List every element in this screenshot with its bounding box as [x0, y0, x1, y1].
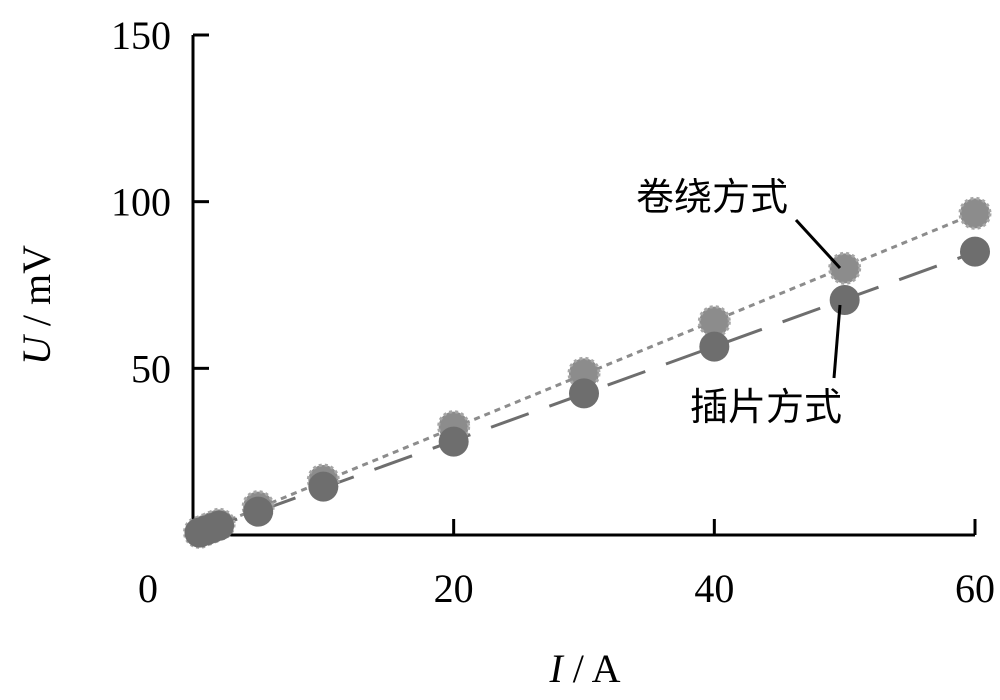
- y-axis-unit: mV: [14, 245, 59, 305]
- y-tick-label: 100: [111, 180, 171, 225]
- x-axis-label: I / A: [548, 646, 620, 691]
- x-axis-variable: I: [548, 646, 564, 691]
- data-point-series-2: [569, 378, 599, 409]
- data-point-series-2: [243, 496, 274, 527]
- x-tick-label: 60: [955, 566, 995, 611]
- data-point-series-1: [697, 305, 731, 339]
- axis-lines: [191, 33, 977, 537]
- annotation-insert-leader: [832, 304, 842, 379]
- x-tick-label: 40: [694, 566, 734, 611]
- data-point-series-2: [438, 426, 469, 457]
- data-point-series-1: [958, 196, 992, 230]
- y-tick-label: 50: [131, 346, 171, 391]
- y-axis-label: U / mV: [14, 245, 59, 365]
- y-tick-label: 150: [111, 13, 171, 58]
- data-point-series-2: [204, 510, 235, 541]
- data-point-series-2: [308, 471, 339, 502]
- annotation-winding-leader: [794, 218, 842, 270]
- annotation-insert: 插片方式: [690, 385, 842, 429]
- x-axis-unit: A: [592, 646, 621, 691]
- data-point-series-2: [960, 236, 990, 267]
- x-tick-label: 20: [434, 566, 474, 611]
- data-points: [183, 196, 992, 549]
- data-point-series-1: [828, 251, 862, 285]
- data-point-series-2: [699, 331, 730, 362]
- data-point-series-2: [829, 285, 860, 315]
- annotation-winding: 卷绕方式: [636, 175, 788, 219]
- y-axis-variable: U: [14, 333, 59, 365]
- x-tick-label: 0: [138, 566, 158, 611]
- tick-labels: 0 20 40 60 50 100 150: [111, 13, 995, 611]
